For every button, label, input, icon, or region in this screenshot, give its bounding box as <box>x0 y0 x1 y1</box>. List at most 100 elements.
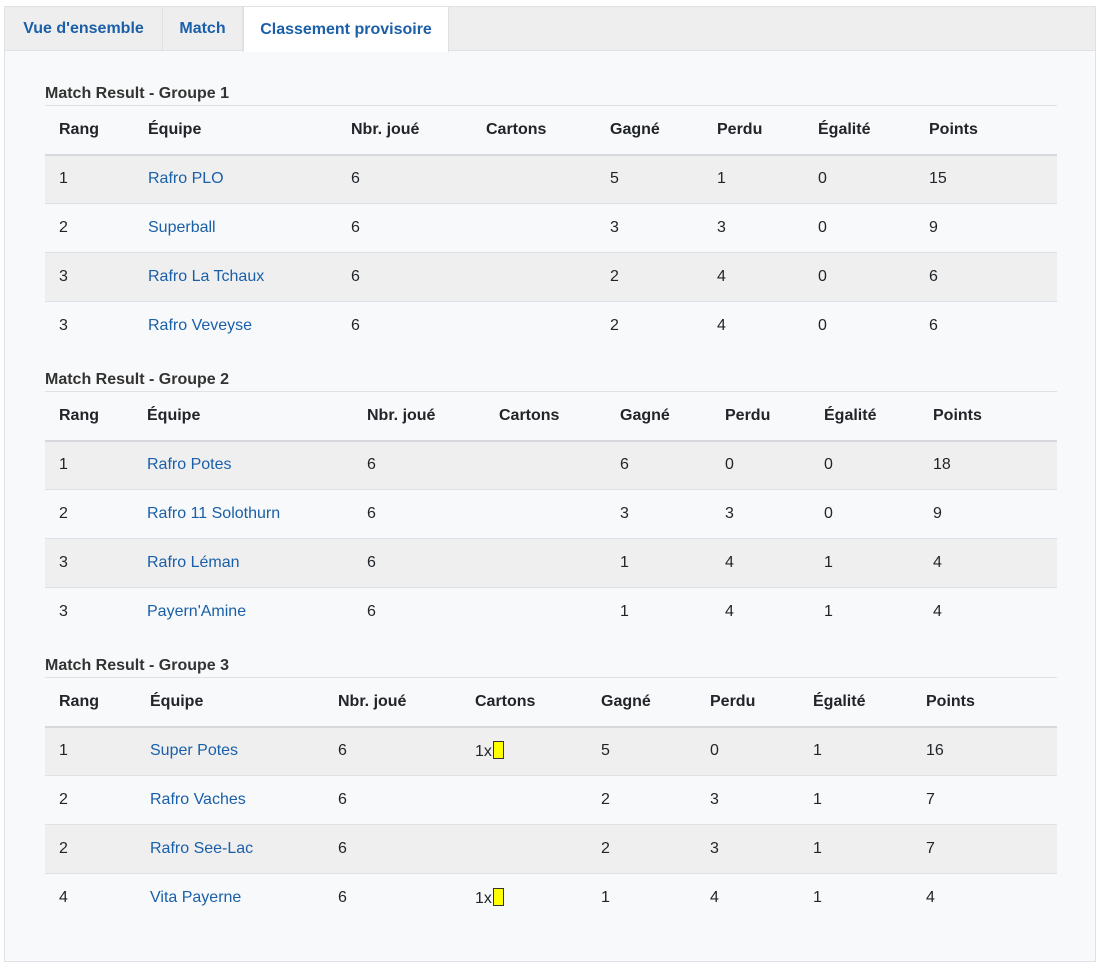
cell-draw: 0 <box>810 440 919 490</box>
cell-won: 3 <box>596 203 703 253</box>
cell-team: Rafro La Tchaux <box>134 252 337 302</box>
cell-points: 9 <box>915 203 1057 253</box>
col-header-lost: Perdu <box>696 677 799 728</box>
cell-lost: 3 <box>696 775 799 825</box>
yellow-card-icon <box>492 888 504 907</box>
col-header-lost: Perdu <box>711 391 810 442</box>
cell-cards <box>472 252 596 302</box>
cell-cards <box>485 538 606 588</box>
cell-points: 9 <box>919 489 1057 539</box>
cell-cards <box>461 775 587 825</box>
cell-rank: 3 <box>45 587 133 637</box>
cell-points: 16 <box>912 726 1057 776</box>
cell-draw: 1 <box>799 824 912 874</box>
cell-team: Rafro See-Lac <box>136 824 324 874</box>
table-row: 2 Rafro Vaches 6 2 3 1 7 <box>45 775 1057 825</box>
tab-provisional-ranking[interactable]: Classement provisoire <box>243 7 449 52</box>
card-count: 1x <box>475 743 492 761</box>
cell-played: 6 <box>324 824 461 874</box>
cell-draw: 1 <box>810 538 919 588</box>
table-header-row: Rang Équipe Nbr. joué Cartons Gagné Perd… <box>45 105 1057 156</box>
team-link[interactable]: Rafro See-Lac <box>150 840 254 857</box>
cell-lost: 3 <box>696 824 799 874</box>
cell-cards <box>472 301 596 351</box>
team-link[interactable]: Rafro 11 Solothurn <box>147 505 281 522</box>
col-header-team: Équipe <box>136 677 324 728</box>
cell-won: 2 <box>587 775 696 825</box>
team-link[interactable]: Vita Payerne <box>150 889 242 907</box>
cell-team: Rafro Potes <box>133 440 353 490</box>
cell-team: Superball <box>134 203 337 253</box>
col-header-cards: Cartons <box>472 105 596 156</box>
table-row: 1 Super Potes 6 1x 5 0 1 16 <box>45 726 1057 776</box>
cell-points: 15 <box>915 154 1057 204</box>
cell-points: 6 <box>915 252 1057 302</box>
col-header-played: Nbr. joué <box>337 105 472 156</box>
tab-overview[interactable]: Vue d'ensemble <box>5 7 163 51</box>
team-link[interactable]: Rafro Veveyse <box>148 317 253 335</box>
col-header-draw: Égalité <box>804 105 915 156</box>
cell-rank: 2 <box>45 489 133 539</box>
cell-played: 6 <box>324 775 461 825</box>
cell-played: 6 <box>353 587 485 637</box>
cell-rank: 1 <box>45 726 136 776</box>
col-header-lost: Perdu <box>703 105 804 156</box>
cell-rank: 3 <box>45 301 134 351</box>
cell-won: 1 <box>587 873 696 923</box>
team-link[interactable]: Rafro Potes <box>147 456 232 474</box>
team-link[interactable]: Rafro PLO <box>148 170 224 188</box>
cell-lost: 0 <box>696 726 799 776</box>
cell-won: 3 <box>606 489 711 539</box>
cell-lost: 4 <box>711 538 810 588</box>
col-header-rank: Rang <box>45 105 134 156</box>
cell-points: 18 <box>919 440 1057 490</box>
cell-played: 6 <box>337 154 472 204</box>
group-title: Match Result - Groupe 3 <box>45 657 230 674</box>
cell-rank: 1 <box>45 440 133 490</box>
team-link[interactable]: Super Potes <box>150 742 239 760</box>
cell-draw: 1 <box>799 726 912 776</box>
col-header-points: Points <box>912 677 1057 728</box>
cell-cards <box>485 440 606 490</box>
cell-rank: 3 <box>45 538 133 588</box>
tab-match[interactable]: Match <box>163 7 243 51</box>
cell-played: 6 <box>324 873 461 923</box>
cell-won: 1 <box>606 587 711 637</box>
team-link[interactable]: Rafro La Tchaux <box>148 268 265 285</box>
card-count: 1x <box>475 890 492 908</box>
cell-draw: 0 <box>804 154 915 204</box>
cell-won: 6 <box>606 440 711 490</box>
cell-draw: 1 <box>799 775 912 825</box>
cell-rank: 2 <box>45 824 136 874</box>
col-header-rank: Rang <box>45 391 133 442</box>
cell-draw: 0 <box>810 489 919 539</box>
cell-team: Rafro PLO <box>134 154 337 204</box>
tab-panel-frame: Vue d'ensemble Match Classement provisoi… <box>4 6 1096 962</box>
cell-rank: 1 <box>45 154 134 204</box>
cell-won: 5 <box>596 154 703 204</box>
cell-played: 6 <box>337 252 472 302</box>
cell-points: 6 <box>915 301 1057 351</box>
ranking-table-group-2: Rang Équipe Nbr. joué Cartons Gagné Perd… <box>45 391 1057 637</box>
ranking-table-group-3: Rang Équipe Nbr. joué Cartons Gagné Perd… <box>45 677 1057 923</box>
cell-points: 4 <box>919 538 1057 588</box>
cell-points: 4 <box>912 873 1057 923</box>
cell-cards: 1x <box>461 873 587 923</box>
col-header-cards: Cartons <box>461 677 587 728</box>
cell-team: Super Potes <box>136 726 324 776</box>
ranking-table-group-1: Rang Équipe Nbr. joué Cartons Gagné Perd… <box>45 105 1057 351</box>
cell-cards: 1x <box>461 726 587 776</box>
team-link[interactable]: Rafro Vaches <box>150 791 246 808</box>
cell-team: Rafro Veveyse <box>134 301 337 351</box>
team-link[interactable]: Payern'Amine <box>147 603 247 621</box>
team-link[interactable]: Rafro Léman <box>147 554 240 571</box>
col-header-team: Équipe <box>133 391 353 442</box>
cell-team: Rafro Léman <box>133 538 353 588</box>
cell-draw: 1 <box>799 873 912 923</box>
team-link[interactable]: Superball <box>148 219 216 236</box>
table-header-row: Rang Équipe Nbr. joué Cartons Gagné Perd… <box>45 391 1057 442</box>
cell-draw: 0 <box>804 252 915 302</box>
cell-lost: 4 <box>703 252 804 302</box>
table-row: 2 Rafro See-Lac 6 2 3 1 7 <box>45 824 1057 874</box>
table-row: 3 Rafro Veveyse 6 2 4 0 6 <box>45 301 1057 351</box>
